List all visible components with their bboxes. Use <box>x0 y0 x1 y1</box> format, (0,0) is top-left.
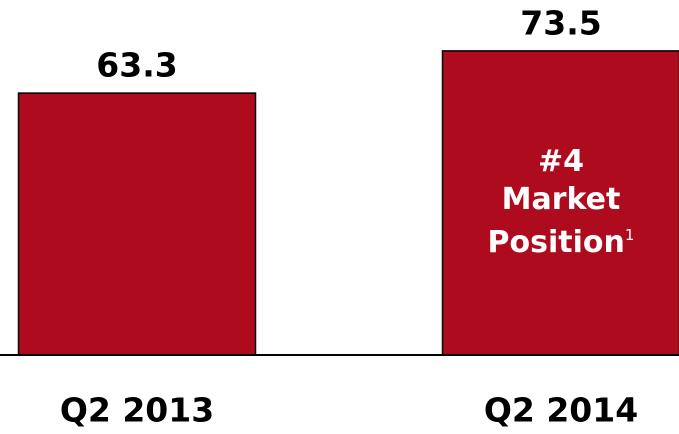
value-label: 63.3 <box>96 46 177 85</box>
bar <box>441 50 679 356</box>
annotation-line: #4 <box>538 144 584 179</box>
footnote-mark: 1 <box>625 226 635 244</box>
annotation-line: Position <box>488 225 625 260</box>
annotation-line: Market <box>502 182 621 217</box>
x-tick-label: Q2 2013 <box>60 391 214 430</box>
value-label: 73.5 <box>520 3 601 42</box>
x-tick-label: Q2 2014 <box>484 391 638 430</box>
bar <box>17 92 257 356</box>
annotation: #4 <box>538 144 584 179</box>
annotation: Position1 <box>488 225 635 260</box>
annotation: Market <box>502 182 621 217</box>
